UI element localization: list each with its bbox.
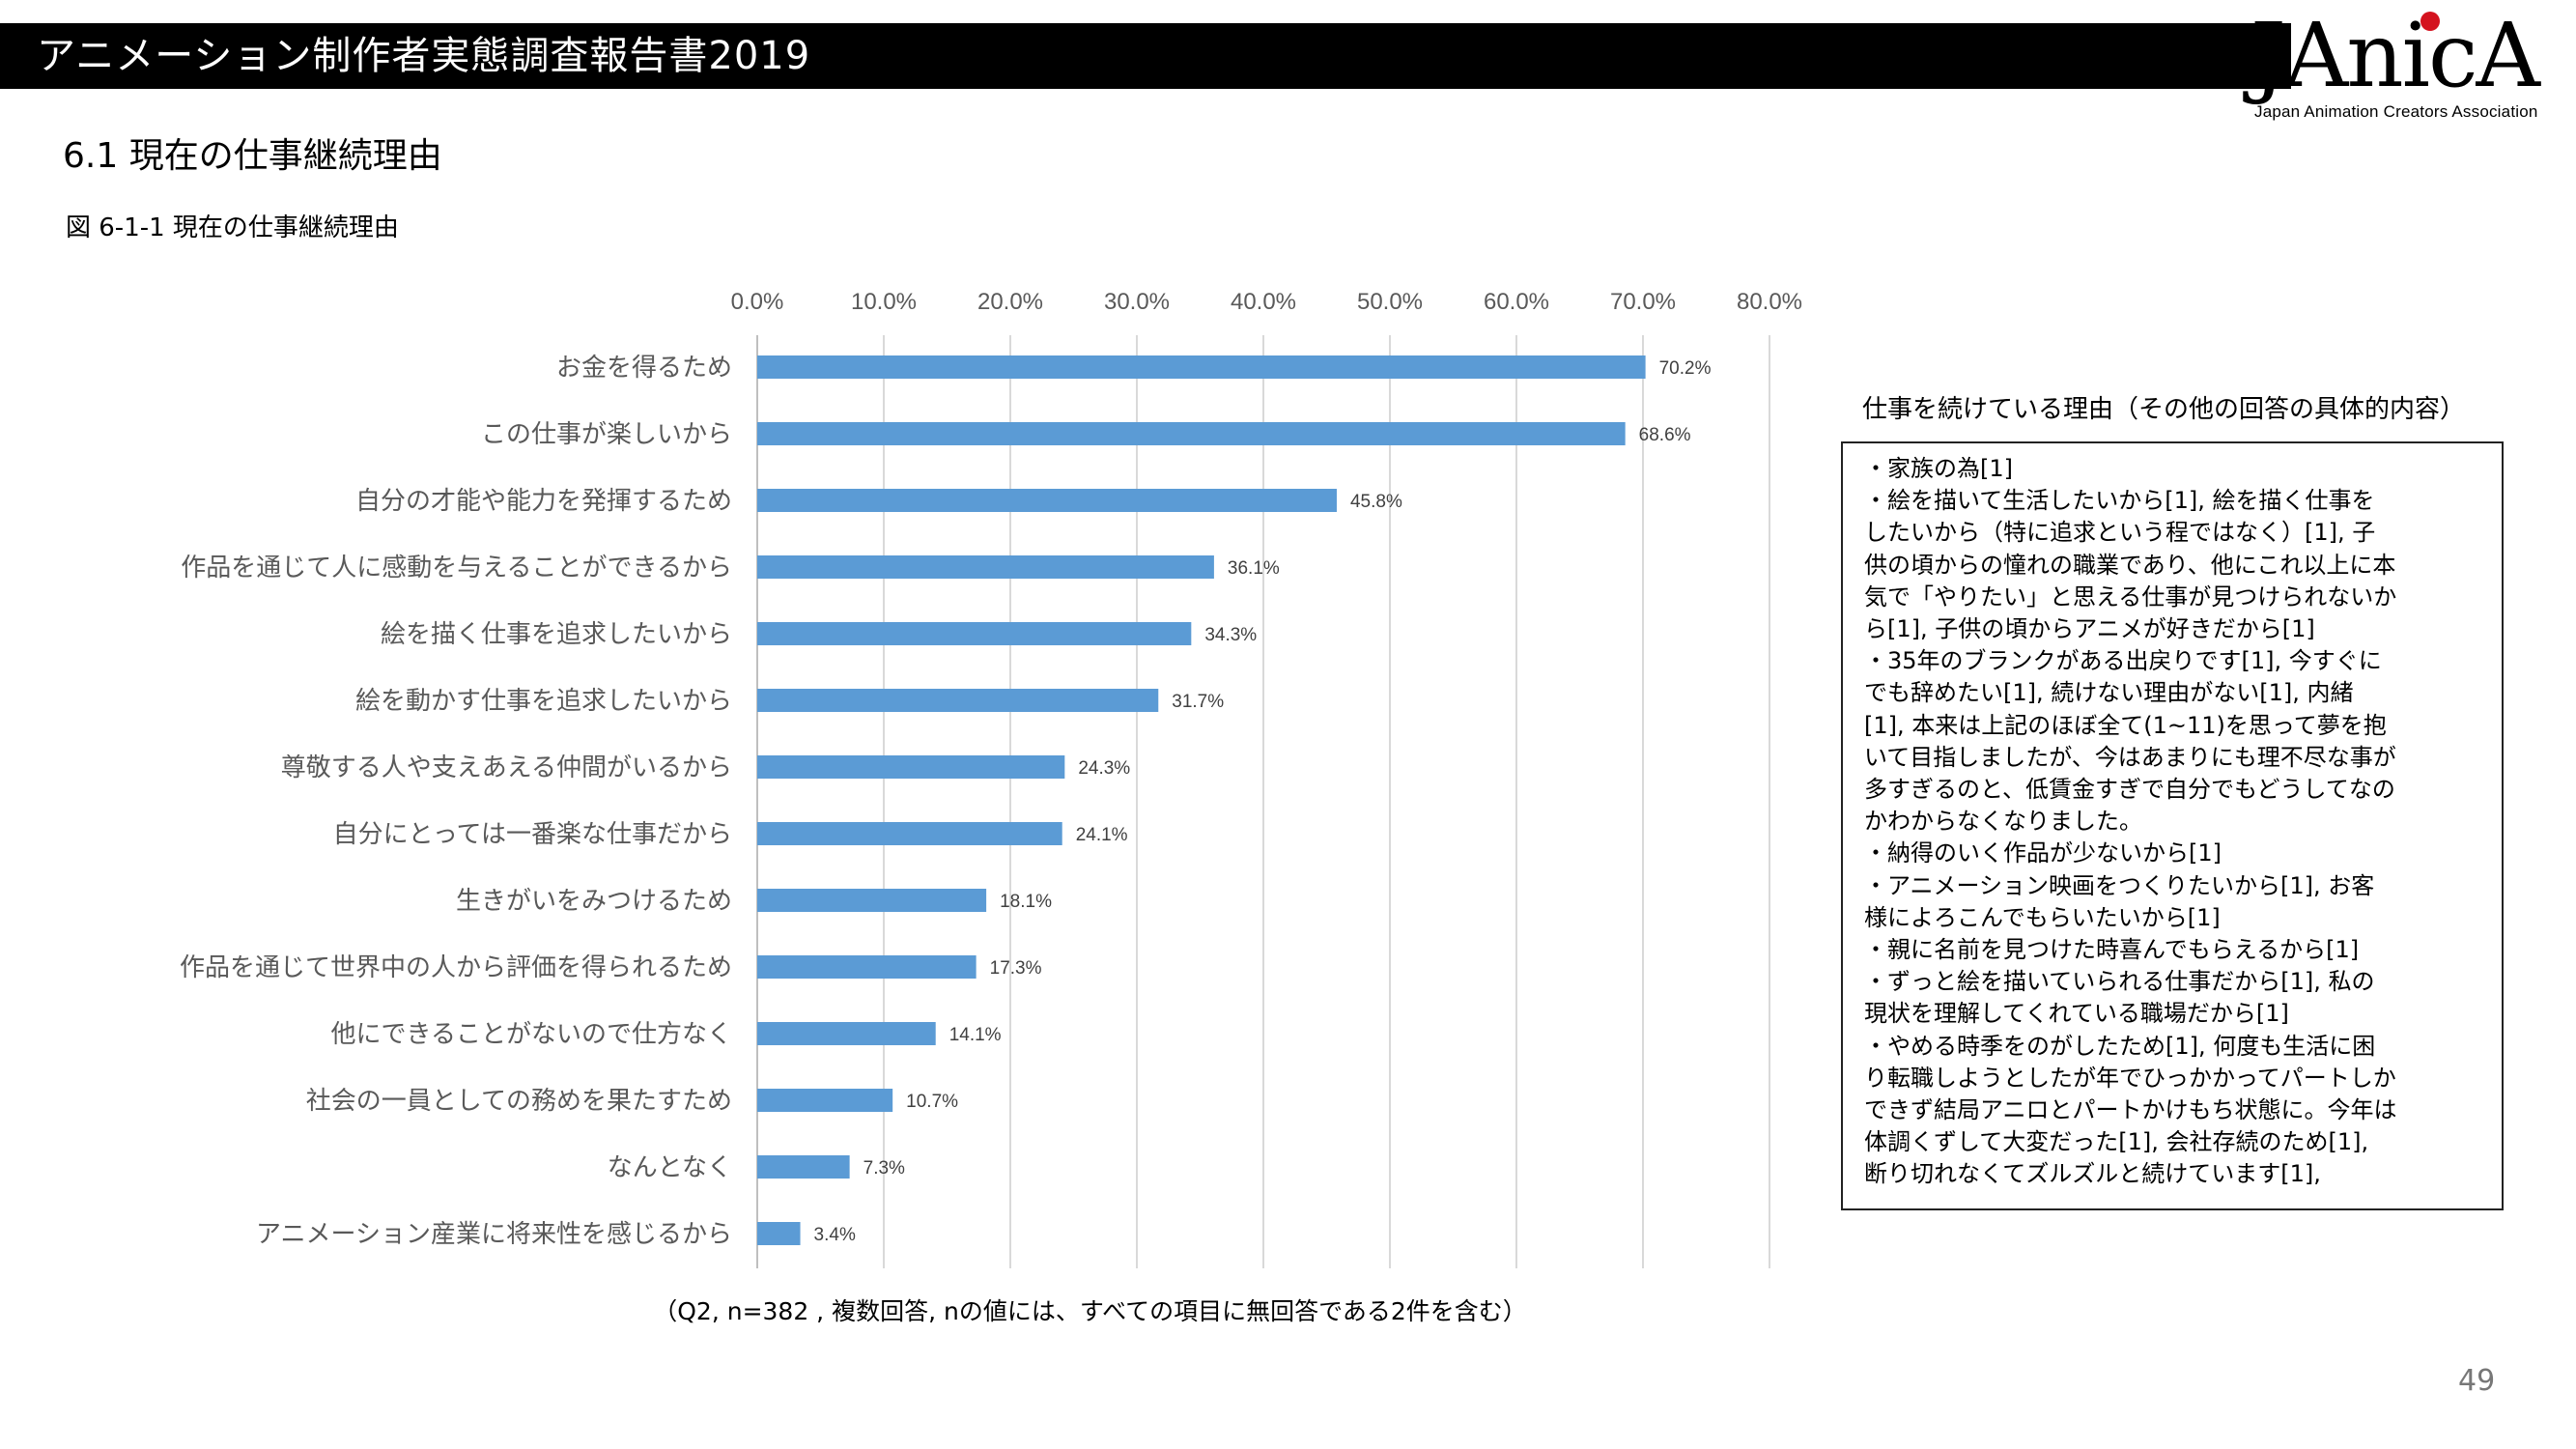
data-label: 17.3%	[990, 958, 1042, 979]
data-label: 18.1%	[1000, 892, 1052, 912]
survey-note: （Q2, n=382 , 複数回答, nの値には、すべての項目に無回答である2件…	[653, 1297, 1527, 1325]
category-label: 自分にとっては一番楽な仕事だから	[333, 820, 732, 849]
x-tick-label: 70.0%	[1610, 289, 1676, 315]
data-label: 7.3%	[863, 1158, 905, 1179]
data-label: 34.3%	[1204, 625, 1257, 645]
report-title-bar: アニメーション制作者実態調査報告書2019	[0, 23, 2291, 89]
bar	[757, 1222, 801, 1245]
data-label: 31.7%	[1172, 692, 1224, 712]
side-panel-title: 仕事を続けている理由（その他の回答の具体的内容）	[1862, 395, 2466, 424]
other-answer-line: 気で「やりたい」と思える仕事が見つけられないか	[1864, 582, 2397, 611]
other-answer-line: いて目指しましたが、今はあまりにも理不尽な事が	[1864, 743, 2396, 771]
category-label: 絵を描く仕事を追求したいから	[381, 620, 732, 649]
bar	[757, 622, 1192, 645]
category-label: 絵を動かす仕事を追求したいから	[355, 687, 732, 716]
other-answer-line: [1], 本来は上記のほぼ全て(1~11)を思って夢を抱	[1864, 711, 2387, 739]
category-label: 尊敬する人や支えあえる仲間がいるから	[281, 753, 732, 782]
x-tick-label: 50.0%	[1357, 289, 1423, 315]
bar	[757, 822, 1062, 845]
category-label: 他にできることがないので仕方なく	[331, 1020, 732, 1049]
data-label: 68.6%	[1639, 425, 1691, 445]
figure-title: 図 6-1-1 現在の仕事継続理由	[66, 213, 399, 242]
janica-logo: JAnicA Japan Animation Creators Associat…	[2250, 12, 2569, 123]
category-label: この仕事が楽しいから	[481, 420, 732, 449]
logo-wordmark: JAnicA	[2250, 4, 2540, 107]
other-answer-line: 様によろこんでもらいたいから[1]	[1864, 903, 2221, 931]
other-answer-line: り転職しようとしたが年でひっかかってパートしか	[1864, 1064, 2396, 1092]
data-label: 3.4%	[814, 1225, 856, 1245]
category-label: 作品を通じて世界中の人から評価を得られるため	[180, 953, 732, 982]
category-label: 自分の才能や能力を発揮するため	[355, 487, 732, 516]
other-answer-line: ・35年のブランクがある出戻りです[1], 今すぐに	[1864, 647, 2382, 675]
bar	[757, 355, 1646, 379]
category-label: なんとなく	[608, 1153, 732, 1182]
x-tick-label: 20.0%	[977, 289, 1043, 315]
data-label: 24.1%	[1076, 825, 1128, 845]
bar	[757, 1155, 850, 1179]
other-answer-line: ・納得のいく作品が少ないから[1]	[1864, 839, 2222, 867]
logo-subtitle: Japan Animation Creators Association	[2254, 102, 2538, 121]
x-tick-label: 0.0%	[731, 289, 784, 315]
x-tick-label: 10.0%	[851, 289, 917, 315]
data-label: 36.1%	[1228, 558, 1280, 579]
data-label: 70.2%	[1659, 358, 1712, 379]
category-label: お金を得るため	[556, 354, 732, 383]
other-answer-line: 現状を理解してくれている職場だから[1]	[1864, 1000, 2289, 1028]
bar	[757, 1089, 893, 1112]
other-answer-line: したいから（特に追求という程ではなく）[1], 子	[1864, 519, 2376, 547]
other-answer-line: 体調くずして大変だった[1], 会社存続のため[1],	[1864, 1128, 2369, 1156]
section-title: 6.1 現在の仕事継続理由	[63, 136, 442, 176]
bar	[757, 755, 1065, 779]
other-answers-box: ・家族の為[1] ・絵を描いて生活したいから[1], 絵を描く仕事を したいから（特…	[1841, 441, 2504, 1210]
other-answer-line: 断り切れなくてズルズルと続けています[1],	[1864, 1160, 2321, 1188]
x-tick-label: 40.0%	[1231, 289, 1296, 315]
logo-red-dot	[2420, 12, 2440, 31]
bar	[757, 889, 987, 912]
bar	[757, 955, 977, 979]
other-answer-line: でも辞めたい[1], 続けない理由がない[1], 内緒	[1864, 679, 2354, 707]
other-answer-line: 供の頃からの憧れの職業であり、他にこれ以上に本	[1864, 551, 2396, 579]
data-label: 14.1%	[949, 1025, 1002, 1045]
bar	[757, 489, 1337, 512]
other-answer-line: かわからなくなりました。	[1864, 808, 2142, 836]
other-answer-line: できず結局アニロとパートかけもち状態に。今年は	[1864, 1096, 2397, 1124]
other-answer-line: ・ずっと絵を描いていられる仕事だから[1], 私の	[1864, 968, 2375, 996]
other-answer-line: ・親に名前を見つけた時喜んでもらえるから[1]	[1864, 936, 2360, 964]
other-answer-line: ・絵を描いて生活したいから[1], 絵を描く仕事を	[1864, 487, 2375, 515]
category-label: 社会の一員としての務めを果たすため	[306, 1087, 732, 1116]
other-answer-line: ・アニメーション映画をつくりたいから[1], お客	[1864, 871, 2375, 899]
data-label: 24.3%	[1078, 758, 1130, 779]
page-number: 49	[2458, 1364, 2496, 1398]
bar	[757, 422, 1626, 445]
other-answer-line: 多すぎるのと、低賃金すぎで自分でもどうしてなの	[1864, 776, 2395, 804]
data-label: 10.7%	[906, 1092, 958, 1112]
report-title: アニメーション制作者実態調査報告書2019	[37, 34, 811, 78]
other-answer-line: ・やめる時季をのがしたため[1], 何度も生活に困	[1864, 1032, 2376, 1060]
bar	[757, 1022, 936, 1045]
category-label: 作品を通じて人に感動を与えることができるから	[181, 554, 732, 582]
x-tick-label: 80.0%	[1737, 289, 1802, 315]
other-answer-line: ら[1], 子供の頃からアニメが好きだから[1]	[1864, 615, 2315, 643]
category-label: 生きがいをみつけるため	[456, 887, 732, 916]
bar	[757, 555, 1214, 579]
bar-chart: 0.0% 10.0% 20.0% 30.0% 40.0% 50.0% 60.0% 70.0% 8…	[180, 289, 1802, 1268]
x-tick-label: 30.0%	[1104, 289, 1170, 315]
bar	[757, 689, 1159, 712]
category-label: アニメーション産業に将来性を感じるから	[256, 1220, 732, 1249]
x-tick-label: 60.0%	[1484, 289, 1549, 315]
data-label: 45.8%	[1350, 492, 1402, 512]
other-answer-line: ・家族の為[1]	[1864, 455, 2013, 482]
